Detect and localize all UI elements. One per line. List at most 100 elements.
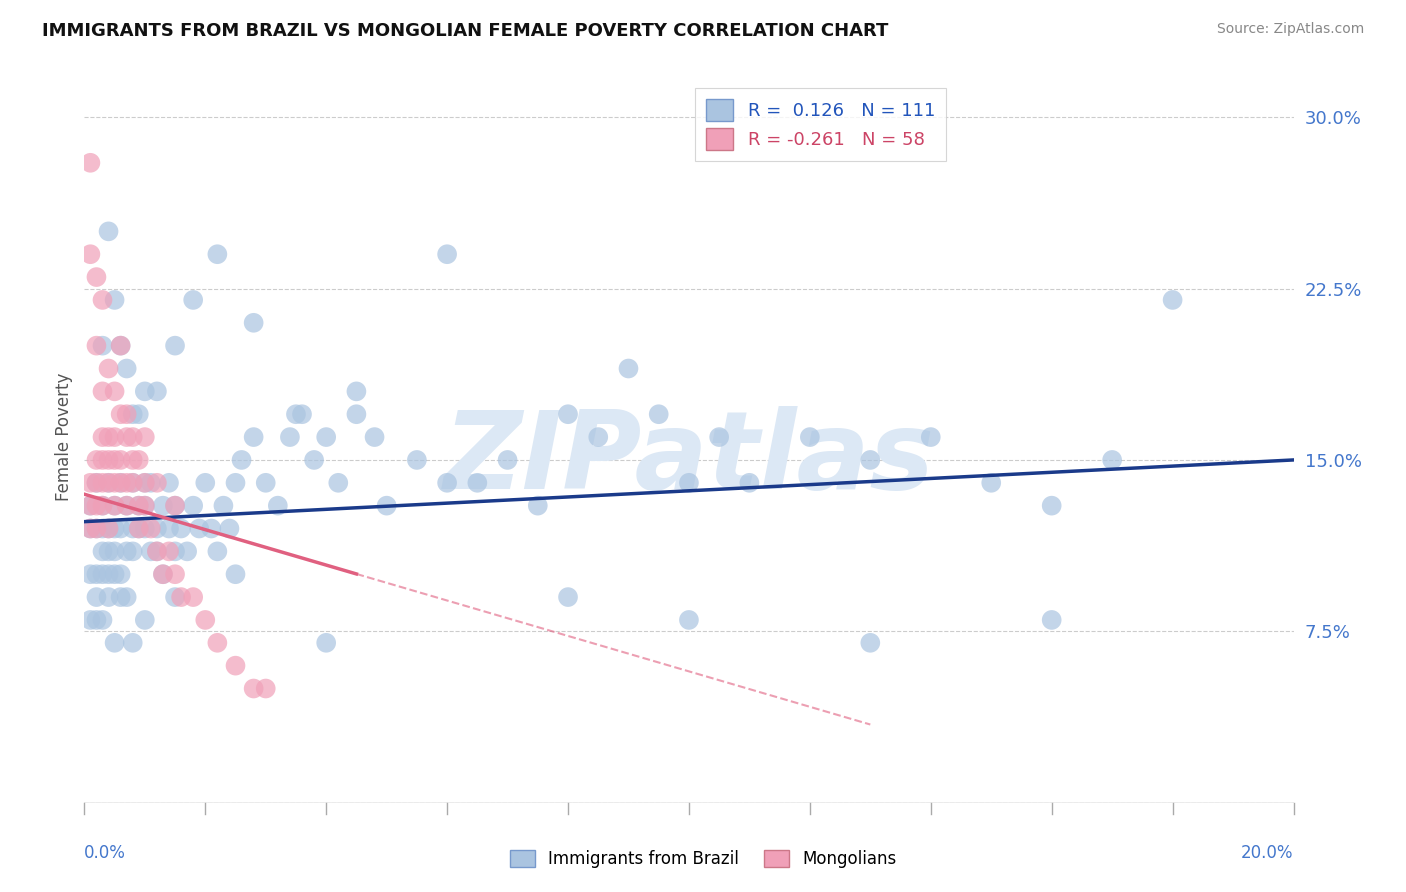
Point: [436, 247, 458, 261]
Point: [91, 544, 114, 558]
Point: [176, 544, 198, 558]
Point: [128, 499, 150, 513]
Point: [254, 475, 277, 490]
Point: [115, 361, 138, 376]
Point: [91, 384, 114, 399]
Point: [152, 567, 174, 582]
Point: [110, 338, 132, 352]
Point: [134, 475, 156, 490]
Point: [86, 270, 108, 285]
Point: [128, 521, 150, 535]
Point: [91, 499, 114, 513]
Point: [165, 590, 187, 604]
Point: [527, 499, 550, 513]
Point: [146, 544, 169, 558]
Point: [121, 475, 143, 490]
Point: [115, 407, 138, 421]
Point: [79, 475, 101, 490]
Point: [104, 430, 127, 444]
Point: [406, 453, 429, 467]
Point: [86, 338, 108, 352]
Point: [86, 521, 108, 535]
Point: [315, 636, 337, 650]
Point: [115, 590, 138, 604]
Point: [165, 499, 187, 513]
Point: [225, 658, 247, 673]
Point: [648, 407, 671, 421]
Point: [110, 475, 132, 490]
Point: [121, 544, 143, 558]
Point: [110, 338, 132, 352]
Point: [363, 430, 385, 444]
Point: [194, 475, 217, 490]
Point: [157, 544, 180, 558]
Point: [181, 590, 204, 604]
Point: [139, 475, 162, 490]
Point: [134, 475, 156, 490]
Point: [104, 521, 127, 535]
Point: [97, 430, 120, 444]
Legend: R =  0.126   N = 111, R = -0.261   N = 58: R = 0.126 N = 111, R = -0.261 N = 58: [696, 87, 946, 161]
Point: [146, 384, 169, 399]
Point: [110, 407, 132, 421]
Point: [97, 224, 120, 238]
Point: [91, 430, 114, 444]
Point: [121, 453, 143, 467]
Point: [678, 475, 700, 490]
Y-axis label: Female Poverty: Female Poverty: [55, 373, 73, 501]
Point: [1161, 293, 1184, 307]
Point: [86, 590, 108, 604]
Point: [134, 430, 156, 444]
Point: [97, 544, 120, 558]
Point: [139, 521, 162, 535]
Point: [134, 499, 156, 513]
Point: [121, 430, 143, 444]
Point: [134, 384, 156, 399]
Point: [128, 407, 150, 421]
Point: [859, 636, 882, 650]
Point: [104, 636, 127, 650]
Point: [79, 521, 101, 535]
Point: [291, 407, 314, 421]
Point: [1101, 453, 1123, 467]
Point: [97, 361, 120, 376]
Point: [242, 681, 264, 696]
Point: [231, 453, 253, 467]
Point: [799, 430, 821, 444]
Point: [165, 544, 187, 558]
Point: [121, 475, 143, 490]
Point: [139, 544, 162, 558]
Point: [170, 521, 193, 535]
Text: ZIPatlas: ZIPatlas: [443, 406, 935, 512]
Point: [242, 430, 264, 444]
Point: [91, 567, 114, 582]
Point: [212, 499, 235, 513]
Point: [496, 453, 519, 467]
Point: [278, 430, 301, 444]
Point: [181, 293, 204, 307]
Point: [121, 407, 143, 421]
Point: [115, 499, 138, 513]
Point: [79, 155, 101, 169]
Point: [121, 636, 143, 650]
Point: [146, 544, 169, 558]
Text: 0.0%: 0.0%: [84, 844, 127, 862]
Point: [97, 521, 120, 535]
Point: [859, 453, 882, 467]
Point: [91, 499, 114, 513]
Point: [218, 521, 240, 535]
Point: [146, 521, 169, 535]
Point: [207, 247, 229, 261]
Point: [328, 475, 350, 490]
Point: [225, 475, 247, 490]
Point: [207, 636, 229, 650]
Point: [346, 407, 368, 421]
Point: [79, 499, 101, 513]
Point: [97, 567, 120, 582]
Point: [79, 521, 101, 535]
Point: [97, 475, 120, 490]
Point: [346, 384, 368, 399]
Point: [165, 567, 187, 582]
Point: [285, 407, 308, 421]
Point: [86, 475, 108, 490]
